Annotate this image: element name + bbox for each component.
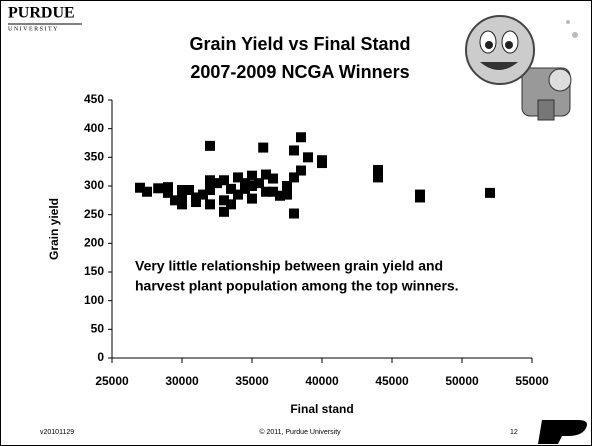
point (282, 181, 292, 191)
annotation: harvest plant population among the top w… (135, 278, 459, 294)
point (296, 166, 306, 176)
x-tick-label: 50000 (445, 374, 479, 388)
y-tick-label: 0 (97, 350, 104, 364)
point (219, 175, 229, 185)
point (177, 199, 187, 209)
chart-subtitle: 2007-2009 NCGA Winners (190, 62, 409, 82)
annotation: Very little relationship between grain y… (135, 258, 443, 274)
slide: PURDUE UNIVERSITY Grain Yield vs Final S… (0, 0, 592, 446)
point (317, 158, 327, 168)
y-tick-label: 100 (84, 293, 104, 307)
point (247, 194, 257, 204)
y-tick-label: 250 (84, 207, 104, 221)
x-axis-title: Final stand (290, 402, 353, 416)
point (205, 199, 215, 209)
chart-title: Grain Yield vs Final Stand (189, 34, 410, 54)
y-tick-label: 300 (84, 178, 104, 192)
point (485, 188, 495, 198)
y-tick-label: 400 (84, 121, 104, 135)
y-tick-label: 200 (84, 236, 104, 250)
point (268, 174, 278, 184)
point (142, 187, 152, 197)
logo-sub: UNIVERSITY (8, 26, 59, 32)
y-axis-title: Grain yield (47, 198, 61, 260)
point (289, 145, 299, 155)
y-tick-label: 50 (91, 322, 105, 336)
point (282, 190, 292, 200)
point (226, 199, 236, 209)
point (153, 183, 163, 193)
x-tick-label: 55000 (515, 374, 549, 388)
footer-page: 12 (510, 429, 518, 436)
point (296, 132, 306, 142)
x-tick-label: 45000 (375, 374, 409, 388)
point (373, 172, 383, 182)
logo: PURDUE (8, 5, 75, 22)
point (258, 143, 268, 153)
x-tick-label: 40000 (305, 374, 339, 388)
point (289, 209, 299, 219)
point (303, 152, 313, 162)
footer-version: v20101129 (40, 429, 74, 436)
footer-copyright: © 2011, Purdue University (259, 428, 341, 436)
point (254, 178, 264, 188)
x-tick-label: 25000 (95, 374, 129, 388)
point (415, 192, 425, 202)
point (205, 141, 215, 151)
y-tick-label: 150 (84, 264, 104, 278)
x-tick-label: 30000 (165, 374, 199, 388)
y-tick-label: 350 (84, 150, 104, 164)
x-tick-label: 35000 (235, 374, 269, 388)
y-tick-label: 450 (84, 92, 104, 106)
